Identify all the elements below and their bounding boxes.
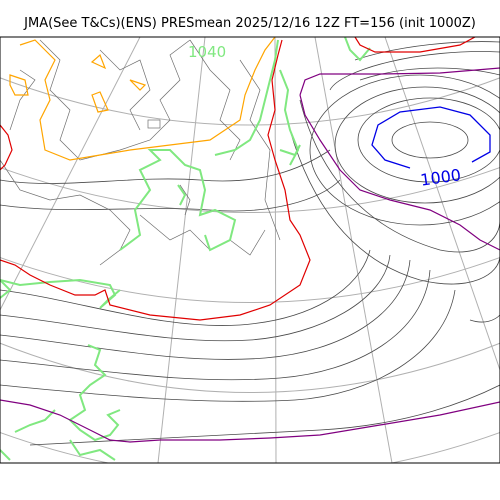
isobar (0, 179, 341, 212)
isobar (289, 129, 500, 285)
isobar-1040-loop (91, 91, 109, 113)
isobar (354, 41, 500, 61)
isobar (0, 289, 456, 402)
coast-segment (0, 449, 11, 461)
longitude-line (157, 37, 206, 463)
coastline (239, 59, 281, 241)
coast-segment (279, 144, 301, 157)
latitude-line (0, 77, 500, 126)
longitude-line (0, 37, 141, 311)
coastline (147, 119, 161, 129)
isobar-1020-west (0, 124, 13, 171)
isobar-1016 (0, 399, 500, 443)
coast-segment (177, 184, 187, 206)
coastline (179, 184, 191, 216)
isobar (0, 249, 371, 326)
isobar-1040-loop (9, 74, 29, 96)
isobar-1040-loop (90, 53, 107, 70)
isobar (0, 254, 391, 342)
coastline (39, 39, 191, 161)
isobar-1020 (0, 39, 311, 321)
isobar (0, 269, 431, 381)
isobar-1040-loop (129, 79, 147, 91)
longitude-line (274, 37, 277, 463)
isobar (309, 74, 500, 226)
latitude-line (0, 166, 500, 213)
chart-title: JMA(See T&Cs)(ENS) PRESmean 2025/12/16 1… (24, 16, 476, 31)
isobar-1016-curve (299, 94, 500, 251)
coastline-highlight (0, 37, 371, 461)
isobar-1020-ne (354, 37, 476, 53)
isobars (0, 41, 500, 446)
latitude-line (0, 431, 500, 463)
coastline (0, 159, 131, 266)
longitude-line (384, 37, 500, 371)
map-frame (0, 36, 500, 464)
coast-segment (0, 279, 12, 299)
isobar-label-1000: 1000 (419, 165, 462, 189)
latitude-line (0, 256, 500, 303)
coastline (139, 214, 266, 256)
coast-segment (14, 409, 56, 433)
latitude-line (0, 342, 500, 393)
isobar (0, 259, 411, 360)
isobar (29, 384, 500, 446)
coast-segment (344, 37, 371, 62)
isobar (329, 51, 500, 91)
coast-segment (69, 439, 116, 461)
isobar-1040 (19, 37, 276, 161)
isobar (0, 149, 331, 184)
isobar (334, 86, 500, 204)
coast-segment (214, 39, 279, 156)
isobar-1016-ne (299, 67, 500, 96)
isobar (469, 314, 500, 323)
graticule (0, 37, 500, 463)
isobar-label-1040: 1040 (188, 43, 226, 61)
isobar (299, 99, 500, 253)
coastline (189, 39, 241, 161)
coast-segment (0, 278, 121, 309)
longitude-line (314, 37, 393, 463)
coastline (99, 49, 151, 131)
coast-segment (119, 149, 237, 252)
isobar (391, 121, 469, 159)
coast-segment (68, 344, 121, 442)
isobar-1000 (371, 106, 491, 169)
isobar (357, 97, 500, 183)
